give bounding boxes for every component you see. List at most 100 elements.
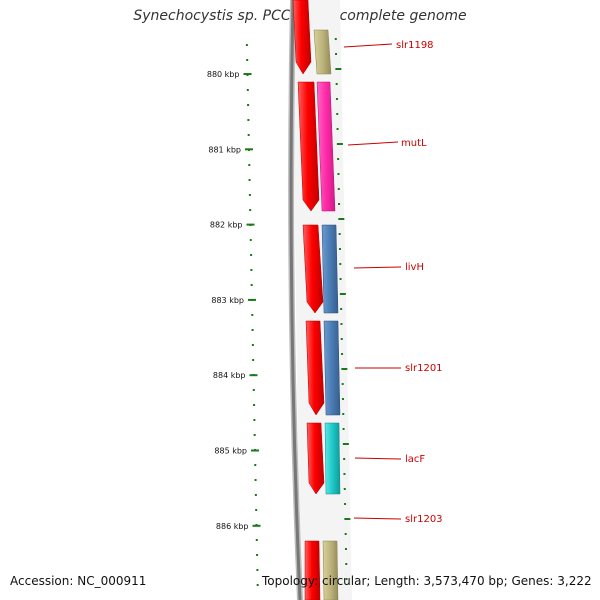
- track-dash: [344, 503, 347, 505]
- track-dash: [340, 308, 343, 310]
- leader-line-lacF: [354, 457, 402, 460]
- forward-cds-arrow: [292, 0, 312, 75]
- ruler-ticks: 880 kbp 881 kbp 882 kbp 883 kbp 884 kbp 885 k…: [207, 70, 261, 531]
- ruler-dot: [256, 554, 259, 556]
- topology-text: Topology: circular; Length: 3,573,470 bp…: [262, 574, 592, 588]
- ruler-tick-label: 880 kbp: [207, 70, 240, 79]
- gene-label-slr1198[interactable]: slr1198: [396, 40, 434, 51]
- track-dash: [337, 173, 340, 175]
- ruler-dot: [252, 389, 255, 391]
- ruler-dot: [247, 104, 250, 106]
- gene-label-mutL[interactable]: mutL: [401, 138, 427, 149]
- track-dash: [344, 548, 347, 550]
- ruler-dot: [254, 479, 257, 481]
- track-dash: [342, 428, 345, 430]
- leader-line-slr1203: [353, 517, 402, 520]
- ruler-dot: [253, 404, 256, 406]
- gene-block-slr1198: [313, 29, 332, 75]
- track-dash: [345, 578, 348, 580]
- genome-backbone: [289, 0, 302, 600]
- track-dash: [334, 38, 337, 40]
- ruler-dot: [249, 209, 252, 211]
- ruler-tick-label: 883 kbp: [211, 296, 244, 305]
- track-dash: [341, 353, 344, 355]
- track-dash: [343, 473, 346, 475]
- track-dash: [340, 338, 343, 340]
- ruler-dot: [254, 494, 257, 496]
- ruler-dot: [245, 44, 248, 46]
- ruler-dot: [253, 434, 256, 436]
- track-dash: [339, 278, 342, 280]
- ruler-dot: [253, 419, 256, 421]
- ruler-tick-label: 882 kbp: [210, 221, 243, 230]
- forward-cds-arrow: [305, 320, 325, 416]
- ruler-dot: [251, 344, 254, 346]
- track-dash: [341, 398, 344, 400]
- track-dash: [335, 98, 338, 100]
- track-dash: [338, 248, 341, 250]
- forward-strand-genes: [292, 0, 325, 600]
- track-dash: [336, 128, 339, 130]
- ruler-tick-label: 886 kbp: [216, 522, 249, 531]
- track-dash: [338, 218, 345, 220]
- track-dash: [338, 203, 341, 205]
- leader-line-mutL: [347, 141, 399, 146]
- forward-cds-arrow: [297, 81, 320, 212]
- ruler-dot: [256, 584, 259, 586]
- track-dash: [339, 293, 346, 295]
- track-dash: [344, 518, 351, 520]
- gene-label-slr1203[interactable]: slr1203: [405, 514, 443, 525]
- track-dashes: [334, 38, 351, 580]
- ruler-dot: [246, 59, 249, 61]
- ruler-dot: [248, 194, 251, 196]
- ruler-tick-label: 885 kbp: [214, 447, 247, 456]
- ruler-dot: [250, 269, 253, 271]
- gene-label-lacF[interactable]: lacF: [405, 454, 425, 465]
- ruler-dot: [250, 254, 253, 256]
- track-dash: [337, 188, 340, 190]
- track-dash: [335, 53, 338, 55]
- ruler-dot: [248, 179, 251, 181]
- ruler-dot: [246, 89, 249, 91]
- ruler-tick-label: 881 kbp: [208, 145, 241, 154]
- ruler-dot: [254, 464, 257, 466]
- track-dash: [340, 323, 343, 325]
- ruler-dots: [245, 44, 259, 586]
- track-dash: [341, 383, 344, 385]
- ruler-dot: [249, 239, 252, 241]
- track-dash: [337, 158, 340, 160]
- track-dash: [339, 263, 342, 265]
- track-dash: [344, 533, 347, 535]
- forward-cds-arrow: [304, 540, 321, 600]
- track-dash: [341, 368, 348, 370]
- track-dash: [343, 458, 346, 460]
- accession-text: Accession: NC_000911: [10, 574, 147, 588]
- ruler-dot: [251, 314, 254, 316]
- track-dash: [342, 413, 345, 415]
- ruler-dot: [255, 539, 258, 541]
- track-dash: [336, 143, 343, 145]
- ruler-dot: [250, 284, 253, 286]
- track-dash: [335, 68, 342, 70]
- ruler-dot: [252, 359, 255, 361]
- ruler-dot: [248, 164, 251, 166]
- leader-line-livH: [353, 266, 402, 269]
- ruler-dot: [247, 119, 250, 121]
- ruler-dot: [247, 134, 250, 136]
- gene-block-next: [322, 540, 339, 600]
- gene-label-livH[interactable]: livH: [405, 262, 424, 273]
- gene-block-slr1201: [323, 320, 341, 416]
- gene-labels: slr1198 mutL livH slr1201 lacF slr1203: [343, 40, 443, 525]
- track-dash: [336, 113, 339, 115]
- gene-label-slr1201[interactable]: slr1201: [405, 363, 443, 374]
- track-dash: [342, 443, 349, 445]
- forward-cds-arrow: [302, 224, 324, 314]
- track-dash: [343, 488, 346, 490]
- ruler-dot: [255, 509, 258, 511]
- leader-line-slr1198: [343, 43, 393, 48]
- ruler-dot: [251, 329, 254, 331]
- track-dash: [338, 233, 341, 235]
- ruler-dot: [256, 569, 259, 571]
- gene-block-lacF: [324, 422, 341, 495]
